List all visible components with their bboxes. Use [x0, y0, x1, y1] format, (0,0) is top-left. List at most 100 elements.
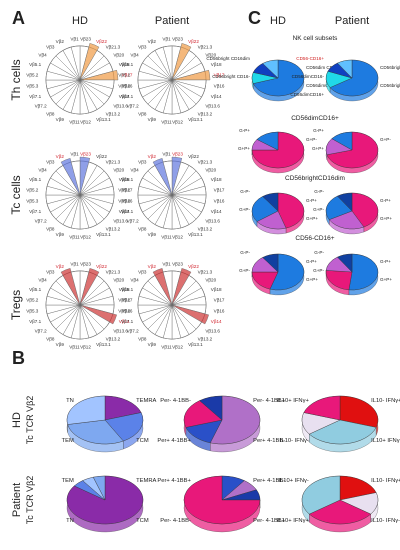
slice-label: IL10+ IFNγ+ — [277, 518, 310, 524]
pie-slice — [183, 475, 261, 525]
slice-label: Vβ12 — [172, 345, 183, 350]
slice-label: Vβ17 — [214, 298, 225, 303]
slice-label: G-P+ — [239, 128, 250, 133]
slice-label: G+P+ — [306, 216, 318, 221]
slice-label: Vβ14 — [211, 319, 222, 324]
pie-slice — [337, 253, 353, 273]
slice-label: G+P+ — [238, 146, 250, 151]
slice-label: IL10- IFNγ- — [280, 438, 309, 444]
slice-label: Vβ7.2 — [127, 104, 140, 109]
b-pie-1-2: IL10- IFNγ+ IL10- IFNγ- IL10+ IFNγ+ IL10+ I… — [277, 475, 400, 533]
panel-letter-a: A — [12, 8, 25, 28]
pie-slice — [104, 412, 144, 442]
slice-label: Vβ16 — [122, 308, 133, 313]
slice-label: Vβ7.1 — [29, 209, 42, 214]
slice-label: Vβ14 — [119, 209, 130, 214]
slice-label: IL10- IFNγ+ — [371, 398, 400, 404]
slice-label: Vβ18 — [211, 62, 222, 67]
slice-label: G-P- — [314, 250, 324, 255]
slice-label: Per- 4-1BB- — [160, 398, 191, 404]
row-label-0: Th cells — [9, 59, 23, 100]
pie-slice — [70, 160, 81, 196]
pie-slice — [171, 304, 209, 325]
slice-label: Vβ1 — [162, 36, 171, 41]
slice-label: Vβ18 — [119, 62, 130, 67]
slice-label: Vβ4 — [38, 52, 47, 57]
slice-label: Vβ14 — [119, 94, 130, 99]
pie-slice — [308, 419, 377, 445]
b-pie-0-2: IL10- IFNγ+ IL10+ IFNγ- IL10- IFNγ- IL10+ I… — [277, 395, 400, 453]
slice-label: Vβ20 — [205, 277, 216, 282]
slice-label: Vβ18 — [119, 177, 130, 182]
pie-slice — [329, 59, 379, 97]
slice-label: G+P+ — [380, 216, 392, 221]
slice-label: Vβ1 — [70, 36, 79, 41]
slice-label: TEM — [62, 438, 74, 444]
slice-label: G-P- — [314, 189, 324, 194]
slice-label: Vβ9 — [56, 117, 65, 122]
slice-label: Vβ8 — [138, 226, 147, 231]
slice-label: Vβ21.3 — [198, 45, 213, 50]
pie-slice — [351, 192, 379, 228]
slice-label: CD56-CD16+ — [296, 56, 324, 61]
slice-label: Vβ14 — [211, 94, 222, 99]
slice-label: Vβ2 — [148, 264, 157, 269]
pie-slice — [199, 395, 223, 421]
pie-slice — [60, 158, 81, 196]
slice-label: CD56dimCD16+ — [306, 83, 340, 88]
slice-label: IL10+ IFNγ- — [371, 438, 400, 444]
b-pie-0-0: TEMRA TCM TEM TN — [62, 395, 157, 453]
slice-label: Vβ18 — [211, 287, 222, 292]
slice-label: Vβ23 — [80, 261, 91, 266]
slice-label: G+P- — [313, 207, 324, 212]
slice-label: Vβ13.6 — [113, 219, 128, 224]
pie-slice — [331, 131, 353, 151]
slice-label: Vβ13.1 — [96, 342, 111, 347]
b-pie-0-1: Per- 4-1BB+ Per+ 4-1BB- Per+ 4-1BB+ Per- 4-… — [157, 395, 286, 453]
nk-pie-1-hd: G-P+ G+P- G+P+ — [238, 128, 317, 174]
section-title-0: NK cell subsets — [293, 35, 339, 42]
slice-label: Vβ7.1 — [121, 319, 134, 324]
slice-label: Vβ22 — [188, 39, 199, 44]
pie-slice — [326, 131, 379, 169]
slice-label: Vβ2 — [56, 154, 65, 159]
slice-label: Vβ8 — [138, 111, 147, 116]
slice-label: Per- 4-1BB+ — [253, 398, 286, 404]
slice-label: Vβ13.1 — [188, 232, 203, 237]
slice-label: CD56dimCD16+ — [290, 92, 324, 97]
slice-label: Vβ12 — [80, 235, 91, 240]
slice-label: Vβ17 — [122, 298, 133, 303]
slice-label: Vβ3 — [138, 45, 147, 50]
slice-label: Vβ23 — [80, 151, 91, 156]
pie-slice — [70, 45, 81, 81]
slice-label: Vβ13.6 — [113, 329, 128, 334]
nk-pie-1-patient: G-P+ G+P- G+P+ — [312, 128, 391, 174]
slice-label: Vβ3 — [138, 160, 147, 165]
slice-label: Vβ2 — [148, 39, 157, 44]
nk-pie-0-patient: CD56-CD16+ CD56bright CD16- CD56dimCD16- CD… — [290, 56, 400, 102]
slice-label: Vβ13.1 — [96, 232, 111, 237]
slice-label: Vβ5.3 — [26, 198, 39, 203]
slice-label: Per- 4-1BB- — [160, 518, 191, 524]
slice-label: Vβ20 — [205, 167, 216, 172]
slice-label: Vβ14 — [211, 209, 222, 214]
slice-label: Per+ 4-1BB- — [253, 478, 285, 484]
pie-slice — [104, 395, 142, 421]
slice-label: Vβ9 — [56, 342, 65, 347]
slice-label: Vβ5.3 — [118, 83, 131, 88]
slice-label: Vβ23 — [172, 151, 183, 156]
slice-label: TN — [66, 518, 74, 524]
slice-label: Vβ21.3 — [198, 160, 213, 165]
slice-label: Vβ11 — [69, 345, 80, 350]
slice-label: G-P+ — [306, 198, 317, 203]
pie-slice — [262, 192, 279, 212]
pie-slice — [301, 475, 341, 515]
nk-pie-3-patient: G-P- G-P+ G+P- G+P+ — [313, 250, 392, 296]
slice-label: Vβ2 — [56, 264, 65, 269]
slice-label: TEM — [62, 478, 74, 484]
nk-pie-0-hd: CD56bright CD16dim CD56dim CD16- CD56brigh… — [206, 56, 340, 102]
pie-slice — [67, 419, 124, 445]
slice-label: Vβ5.1 — [121, 62, 134, 67]
